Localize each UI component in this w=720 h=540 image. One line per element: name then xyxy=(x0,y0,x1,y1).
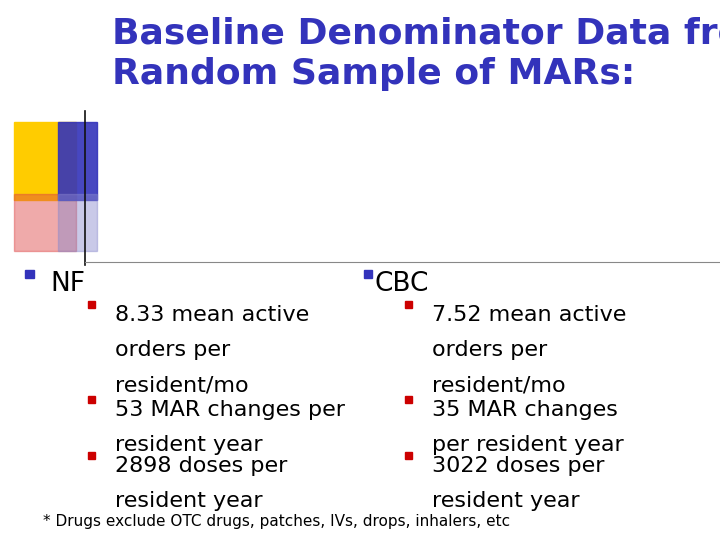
Text: resident/mo: resident/mo xyxy=(432,375,566,395)
Bar xyxy=(405,453,412,460)
Bar xyxy=(364,269,372,278)
Text: 7.52 mean active: 7.52 mean active xyxy=(432,305,626,325)
Text: resident/mo: resident/mo xyxy=(115,375,249,395)
Text: CBC: CBC xyxy=(374,271,429,297)
Text: 8.33 mean active: 8.33 mean active xyxy=(115,305,310,325)
Bar xyxy=(58,122,97,200)
Text: * Drugs exclude OTC drugs, patches, IVs, drops, inhalers, etc: * Drugs exclude OTC drugs, patches, IVs,… xyxy=(43,514,510,529)
Text: orders per: orders per xyxy=(432,340,547,360)
Text: resident year: resident year xyxy=(115,435,263,455)
Text: 35 MAR changes: 35 MAR changes xyxy=(432,400,618,420)
Text: Baseline Denominator Data from
Random Sample of MARs:: Baseline Denominator Data from Random Sa… xyxy=(112,16,720,91)
Bar xyxy=(88,301,95,308)
Bar xyxy=(14,194,76,251)
Text: 53 MAR changes per: 53 MAR changes per xyxy=(115,400,345,420)
Text: orders per: orders per xyxy=(115,340,230,360)
Text: NF: NF xyxy=(50,271,86,297)
Text: 3022 doses per: 3022 doses per xyxy=(432,456,605,476)
Bar xyxy=(58,194,97,251)
Text: 2898 doses per: 2898 doses per xyxy=(115,456,287,476)
Bar xyxy=(25,269,34,278)
Text: per resident year: per resident year xyxy=(432,435,624,455)
Text: resident year: resident year xyxy=(115,491,263,511)
Bar xyxy=(14,122,76,200)
Bar xyxy=(405,396,412,403)
Bar xyxy=(405,301,412,308)
Bar xyxy=(88,396,95,403)
Bar xyxy=(88,453,95,460)
Text: resident year: resident year xyxy=(432,491,580,511)
